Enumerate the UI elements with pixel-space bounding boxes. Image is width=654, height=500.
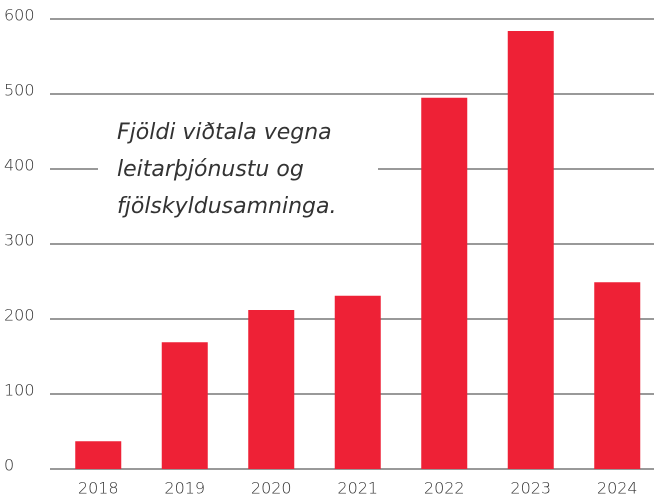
- bar: [421, 97, 468, 469]
- title-background: [98, 112, 378, 226]
- bar: [594, 282, 641, 469]
- x-tick-label: 2022: [424, 479, 465, 498]
- chart-title: leitarþjónustu og: [117, 157, 304, 182]
- bar: [507, 31, 554, 469]
- bar: [75, 441, 122, 469]
- y-tick-label: 0: [4, 456, 14, 475]
- y-tick-label: 500: [4, 81, 35, 100]
- y-tick-label: 200: [4, 306, 35, 325]
- x-tick-label: 2021: [337, 479, 378, 498]
- x-tick-label: 2024: [597, 479, 638, 498]
- x-tick-label: 2019: [164, 479, 205, 498]
- bar: [161, 342, 208, 469]
- chart-title: Fjöldi viðtala vegna: [117, 120, 332, 145]
- bar: [248, 310, 295, 469]
- bar: [334, 295, 381, 469]
- y-tick-label: 600: [4, 6, 35, 25]
- y-tick-label: 400: [4, 156, 35, 175]
- y-tick-label: 300: [4, 231, 35, 250]
- y-tick-label: 100: [4, 381, 35, 400]
- x-tick-label: 2018: [78, 479, 119, 498]
- chart-title: fjölskyldusamninga.: [117, 194, 336, 219]
- x-tick-label: 2023: [510, 479, 551, 498]
- x-tick-label: 2020: [251, 479, 292, 498]
